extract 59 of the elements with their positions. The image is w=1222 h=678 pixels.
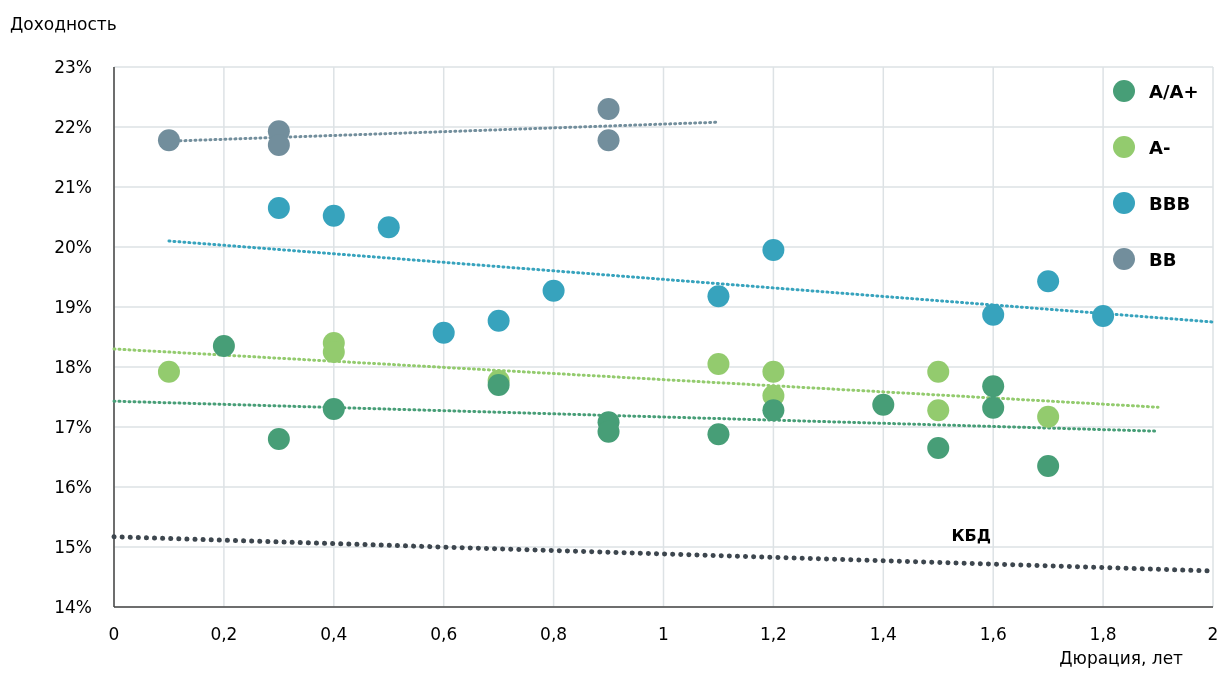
point	[927, 360, 950, 383]
point	[267, 428, 290, 450]
point	[982, 375, 1005, 398]
point	[157, 360, 180, 383]
point	[1092, 305, 1115, 327]
x-axis-title: Дюрация, лет	[1059, 648, 1184, 668]
point	[762, 360, 785, 383]
x-tick-label: 0,6	[430, 624, 458, 644]
point	[487, 309, 510, 332]
point	[487, 374, 510, 396]
y-tick-label: 17%	[54, 417, 92, 437]
legend-label: BBB	[1149, 193, 1191, 214]
x-tick-label: 0,4	[320, 624, 348, 644]
y-tick-label: 18%	[54, 357, 92, 377]
point	[267, 197, 290, 219]
point	[597, 129, 620, 152]
y-tick-label: 22%	[54, 117, 92, 137]
point	[542, 279, 565, 302]
point	[322, 398, 345, 420]
point	[707, 423, 730, 446]
y-tick-label: 20%	[54, 237, 92, 257]
y-tick-label: 16%	[54, 477, 92, 497]
y-tick-label: 19%	[54, 297, 92, 317]
y-tick-label: 23%	[54, 57, 92, 77]
y-tick-label: 21%	[54, 177, 92, 197]
point	[762, 399, 785, 422]
point	[927, 437, 950, 459]
series-label: КБД	[951, 526, 991, 546]
point	[377, 216, 400, 239]
point	[322, 204, 345, 227]
y-tick-label: 15%	[54, 537, 92, 557]
point	[157, 129, 180, 152]
legend-label: A/A+	[1149, 81, 1199, 102]
legend-label: BB	[1149, 249, 1177, 270]
point	[1037, 405, 1060, 428]
point	[762, 239, 785, 261]
point	[212, 335, 235, 357]
y-axis-title: Доходность	[10, 14, 117, 34]
point	[707, 285, 730, 308]
point	[597, 98, 620, 120]
x-tick-label: 1,4	[869, 624, 897, 644]
point	[432, 321, 455, 344]
point	[707, 353, 730, 375]
x-tick-label: 1,2	[759, 624, 787, 644]
y-tick-label: 14%	[54, 597, 92, 617]
x-tick-label: 2	[1207, 624, 1219, 644]
x-tick-label: 1,8	[1089, 624, 1117, 644]
x-tick-label: 1	[658, 624, 669, 644]
x-tick-label: 0,2	[210, 624, 238, 644]
point	[1037, 455, 1060, 477]
point	[982, 396, 1005, 419]
x-tick-label: 0,8	[540, 624, 568, 644]
legend-label: A-	[1149, 137, 1171, 158]
point	[927, 399, 950, 422]
x-tick-label: 1,6	[979, 624, 1007, 644]
point	[1037, 270, 1060, 293]
point	[982, 303, 1005, 326]
x-tick-label: 0	[108, 624, 120, 644]
point	[872, 393, 895, 416]
